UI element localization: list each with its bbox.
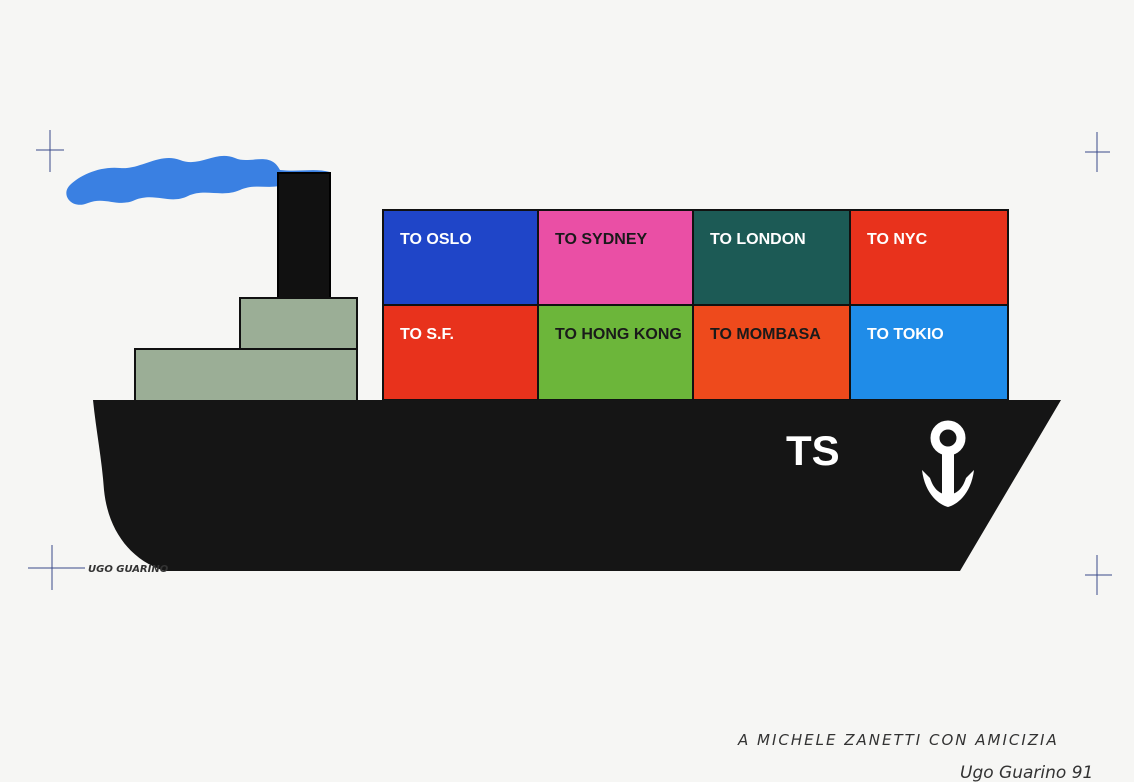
anchor-icon	[922, 420, 974, 507]
funnel	[277, 172, 331, 301]
container-stack: TO OSLO TO SYDNEY TO LONDON TO NYC TO S.F. TO…	[382, 209, 1009, 401]
artist-signature-handwritten: Ugo Guarino 91	[960, 763, 1093, 782]
shipping-container	[537, 304, 694, 401]
shipping-container	[382, 209, 539, 306]
hull-mark: TS	[786, 427, 840, 474]
shipping-container	[692, 304, 851, 401]
superstructure-upper	[239, 297, 358, 351]
shipping-container	[692, 209, 851, 306]
container-label: TO OSLO	[400, 231, 472, 248]
container-label: TO NYC	[867, 231, 928, 248]
shipping-container	[537, 209, 694, 306]
container-label: TO MOMBASA	[710, 326, 821, 343]
container-label: TO SYDNEY	[555, 231, 648, 248]
container-label: TO TOKIO	[867, 326, 944, 343]
shipping-container	[382, 304, 539, 401]
shipping-container	[849, 304, 1009, 401]
container-label: TO HONG KONG	[555, 326, 682, 343]
ship-hull	[93, 400, 1061, 571]
container-label: TO S.F.	[400, 326, 454, 343]
superstructure-lower	[134, 348, 358, 402]
artist-signature-printed: UGO GUARINO	[88, 564, 169, 575]
shipping-container	[849, 209, 1009, 306]
smoke-cloud	[66, 155, 330, 205]
crop-marks	[28, 130, 1112, 595]
dedication-text: A MICHELE ZANETTI CON AMICIZIA	[737, 731, 1059, 749]
container-label: TO LONDON	[710, 231, 806, 248]
